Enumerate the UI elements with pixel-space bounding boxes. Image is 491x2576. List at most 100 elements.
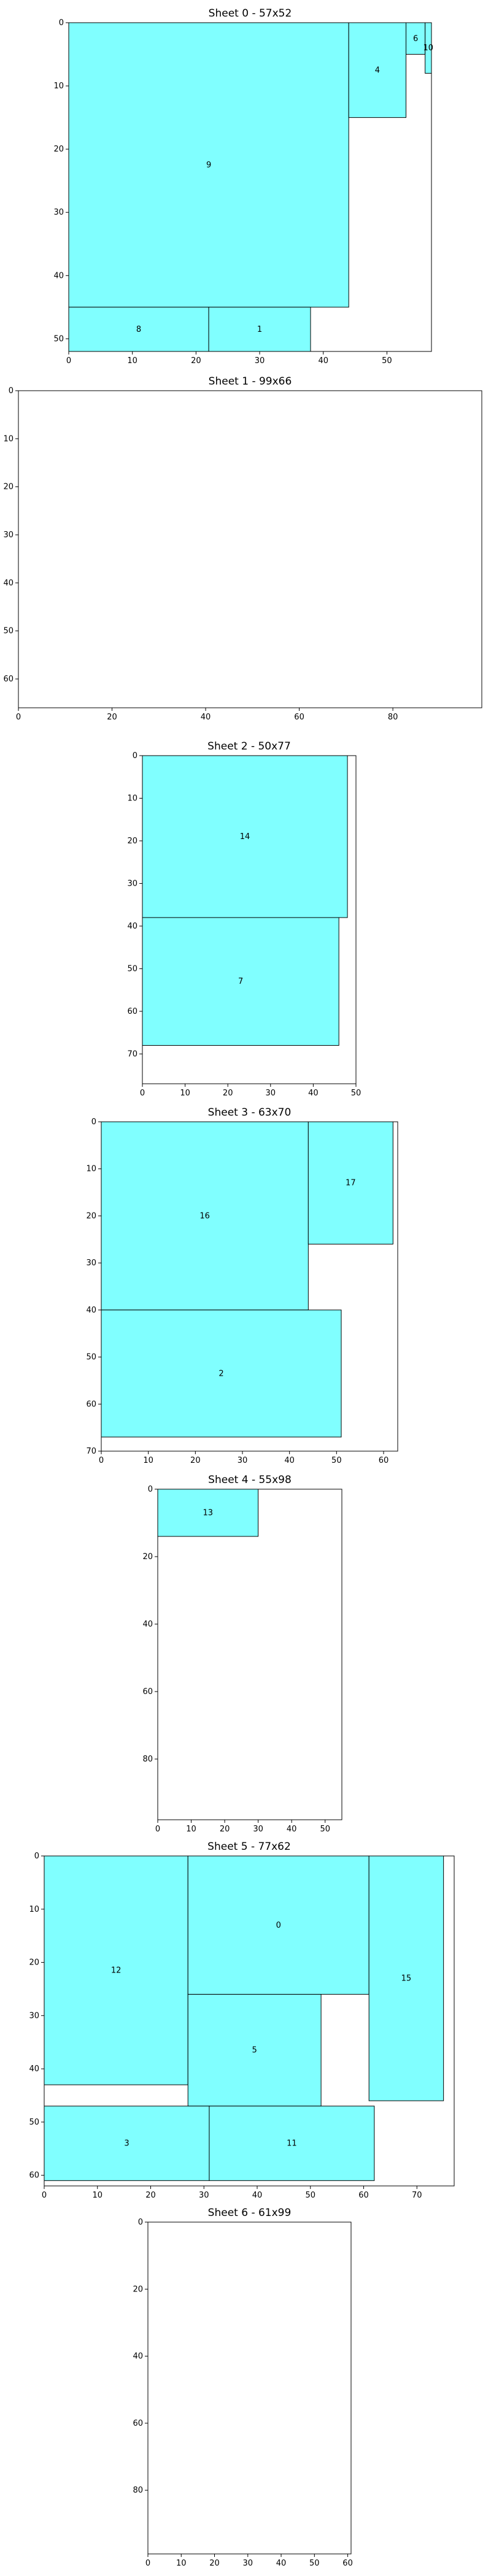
x-tick-label: 20 — [145, 2191, 156, 2200]
y-tick-label: 40 — [86, 1306, 96, 1315]
piece-rect — [101, 1309, 342, 1438]
piece-rect — [142, 755, 348, 918]
y-tick-label: 80 — [133, 2486, 143, 2495]
x-tick-label: 50 — [331, 1456, 342, 1465]
x-tick-label: 30 — [199, 2191, 209, 2200]
y-tick-label: 30 — [53, 208, 64, 217]
piece-label: 11 — [287, 2139, 297, 2149]
x-tick-label: 20 — [223, 1089, 233, 1098]
sheet-title: Sheet 4 - 55x98 — [208, 1474, 292, 1486]
y-tick-label: 10 — [29, 1905, 39, 1914]
y-tick-label: 60 — [127, 1007, 137, 1016]
x-tick-label: 0 — [42, 2191, 47, 2200]
y-tick-label: 0 — [91, 1117, 96, 1127]
x-tick-label: 10 — [143, 1456, 153, 1465]
y-tick-label: 20 — [86, 1211, 96, 1221]
piece-rect — [307, 1121, 393, 1244]
y-tick-label: 30 — [29, 2011, 39, 2020]
x-tick-label: 20 — [209, 2559, 220, 2568]
sheet-title: Sheet 1 - 99x66 — [209, 375, 292, 388]
y-tick-label: 70 — [86, 1447, 96, 1456]
sheet-frame — [44, 1855, 455, 2187]
y-tick-label: 20 — [53, 145, 64, 154]
y-tick-label: 20 — [127, 837, 137, 846]
sheet-title: Sheet 0 - 57x52 — [209, 7, 292, 20]
piece-label: 15 — [401, 1974, 412, 1984]
sheet-frame — [18, 390, 482, 708]
x-tick-label: 0 — [16, 713, 21, 722]
x-tick-label: 30 — [243, 2559, 253, 2568]
y-tick-label: 40 — [127, 922, 137, 931]
y-tick-label: 70 — [127, 1049, 137, 1059]
sheet-frame — [157, 1489, 342, 1820]
y-tick-label: 20 — [142, 1552, 153, 1562]
piece-label: 12 — [111, 1966, 122, 1976]
piece-rect — [368, 1855, 444, 2101]
x-tick-label: 50 — [305, 2191, 315, 2200]
piece-label: 5 — [252, 2046, 257, 2055]
y-tick-label: 60 — [29, 2171, 39, 2180]
x-tick-label: 60 — [379, 1456, 389, 1465]
piece-rect — [157, 1489, 259, 1537]
x-tick-label: 40 — [252, 2191, 263, 2200]
y-tick-label: 80 — [142, 1755, 153, 1764]
piece-rect — [68, 307, 209, 352]
y-tick-label: 60 — [3, 675, 14, 684]
x-tick-label: 60 — [358, 2191, 369, 2200]
sheet-panel: Sheet 6 - 61x99 0 10 20 30 40 50 60 0 20 40 60 80 — [133, 2207, 352, 2568]
x-tick-label: 0 — [145, 2559, 150, 2568]
y-tick-label: 50 — [3, 627, 14, 636]
sheet-frame — [101, 1121, 398, 1452]
sheet-title: Sheet 2 - 50x77 — [207, 740, 291, 753]
piece-rect — [101, 1121, 309, 1311]
x-tick-label: 0 — [140, 1089, 145, 1098]
sheet-title: Sheet 3 - 63x70 — [208, 1106, 292, 1119]
y-tick-label: 0 — [9, 386, 14, 396]
x-tick-label: 30 — [255, 356, 265, 366]
piece-label: 17 — [346, 1179, 356, 1188]
sheet-frame — [68, 22, 432, 352]
piece-label: 9 — [206, 161, 211, 170]
y-tick-label: 50 — [127, 964, 137, 973]
piece-label: 14 — [240, 832, 250, 841]
sheet-panel: Sheet 4 - 55x98 13 0 10 20 30 40 50 0 20 40 60 80 — [142, 1474, 342, 1834]
x-tick-label: 40 — [318, 356, 328, 366]
x-tick-label: 0 — [155, 1825, 160, 1834]
x-tick-label: 40 — [284, 1456, 295, 1465]
y-tick-label: 30 — [3, 531, 14, 540]
piece-label: 2 — [218, 1369, 223, 1378]
x-tick-label: 60 — [342, 2559, 353, 2568]
piece-label: 16 — [199, 1211, 210, 1221]
x-tick-label: 30 — [253, 1825, 263, 1834]
y-tick-label: 10 — [53, 82, 64, 91]
piece-label: 0 — [276, 1921, 281, 1930]
piece-label: 3 — [124, 2139, 129, 2149]
piece-label: 1 — [257, 325, 262, 334]
piece-rect — [209, 2106, 375, 2181]
y-tick-label: 30 — [127, 879, 137, 888]
y-tick-label: 40 — [53, 271, 64, 280]
x-tick-label: 20 — [107, 713, 117, 722]
x-tick-label: 70 — [412, 2191, 422, 2200]
piece-rect — [142, 917, 339, 1046]
x-tick-label: 50 — [351, 1089, 361, 1098]
x-tick-label: 10 — [127, 356, 137, 366]
x-tick-label: 30 — [238, 1456, 248, 1465]
x-tick-label: 60 — [294, 713, 304, 722]
x-tick-label: 0 — [66, 356, 71, 366]
y-tick-label: 0 — [34, 1852, 39, 1861]
y-tick-label: 60 — [142, 1687, 153, 1696]
piece-rect — [68, 22, 349, 308]
y-tick-label: 20 — [3, 483, 14, 492]
x-tick-label: 40 — [276, 2559, 287, 2568]
piece-label: 13 — [203, 1509, 214, 1518]
sheet-title: Sheet 5 - 77x62 — [207, 1841, 291, 1853]
x-tick-label: 50 — [309, 2559, 320, 2568]
x-tick-label: 50 — [320, 1825, 330, 1834]
piece-label: 10 — [423, 44, 434, 53]
x-tick-label: 30 — [266, 1089, 276, 1098]
piece-rect — [348, 22, 407, 118]
